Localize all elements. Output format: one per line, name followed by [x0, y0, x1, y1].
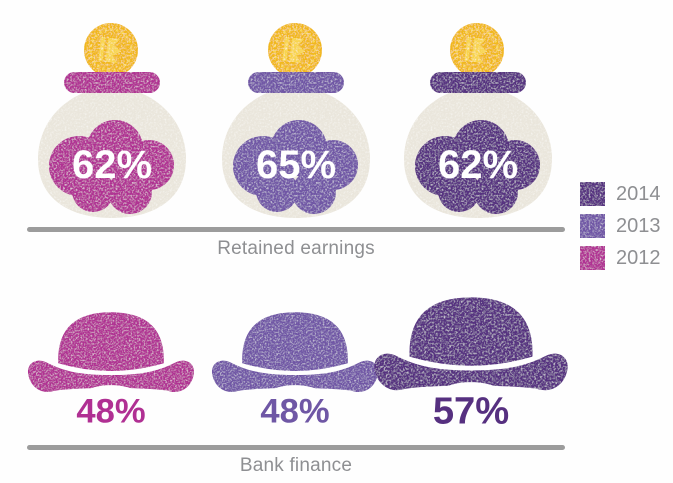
- hat-brim-arch-cutout: [251, 385, 339, 429]
- legend: 2014 2013 2012: [580, 182, 661, 270]
- bank-finance-value-2014: 57%: [433, 389, 509, 432]
- bowler-hat-2013: 48%: [211, 312, 379, 429]
- crown-icon: [98, 36, 121, 64]
- divider-line: [27, 445, 565, 450]
- savings-cloud: [233, 120, 358, 214]
- bowler-hat-2014: 57%: [374, 297, 568, 433]
- legend-item-2012: 2012: [580, 246, 661, 270]
- money-jar-shapes: [38, 23, 186, 218]
- section-title-retained-earnings: Retained earnings: [217, 238, 375, 259]
- savings-cloud: [415, 120, 540, 214]
- money-jar-2014: 62%: [404, 23, 552, 218]
- bank-finance-value-2013: 48%: [260, 392, 329, 429]
- hat-dome: [409, 297, 533, 366]
- hat-dome: [58, 312, 164, 371]
- bowler-hat-2012: 48%: [27, 312, 195, 429]
- coin-dotted-rim: [455, 28, 499, 72]
- bank-finance-value-2012: 48%: [76, 392, 145, 429]
- jar-lid: [430, 72, 526, 93]
- retained-earnings-value-2014: 62%: [438, 143, 518, 187]
- legend-label-2012: 2012: [616, 247, 661, 269]
- legend-item-2014: 2014: [580, 182, 661, 206]
- legend-item-2013: 2013: [580, 214, 661, 238]
- section-title-bank-finance: Bank finance: [239, 455, 353, 476]
- retained-earnings-value-2012: 62%: [72, 143, 152, 187]
- divider-retained-earnings: [27, 227, 565, 232]
- retained-earnings-value-2013: 65%: [256, 143, 336, 187]
- bowler-hat-shapes: [27, 312, 195, 393]
- savings-cloud: [49, 120, 174, 214]
- hat-brim: [27, 360, 195, 393]
- money-jar-2012: 62%: [38, 23, 186, 218]
- divider-line: [27, 227, 565, 232]
- hat-brim-arch-cutout: [67, 385, 155, 429]
- divider-bank-finance: [27, 445, 565, 450]
- hat-brim: [211, 360, 379, 393]
- bowler-hat-shapes: [211, 312, 379, 393]
- money-jar-shapes: [404, 23, 552, 218]
- legend-swatch-2012: [580, 246, 605, 270]
- coin-dotted-rim: [89, 28, 133, 72]
- jar-lid: [64, 72, 160, 93]
- legend-swatch-2013: [580, 214, 605, 238]
- hat-brim-arch-cutout: [420, 382, 522, 433]
- hat-dome: [242, 312, 348, 371]
- legend-swatch-2014: [580, 182, 605, 206]
- jar-lid: [248, 72, 344, 93]
- hat-brim: [374, 353, 568, 391]
- money-jar-shapes: [222, 23, 370, 218]
- coin-dotted-rim: [273, 28, 317, 72]
- legend-label-2013: 2013: [616, 215, 661, 237]
- crown-icon: [282, 36, 305, 64]
- money-jar-2013: 65%: [222, 23, 370, 218]
- legend-label-2014: 2014: [616, 183, 661, 205]
- bowler-hat-shapes: [374, 297, 568, 391]
- swatch-rect: [580, 214, 605, 238]
- crown-icon: [464, 36, 487, 64]
- swatch-rect: [580, 246, 605, 270]
- swatch-rect: [580, 182, 605, 206]
